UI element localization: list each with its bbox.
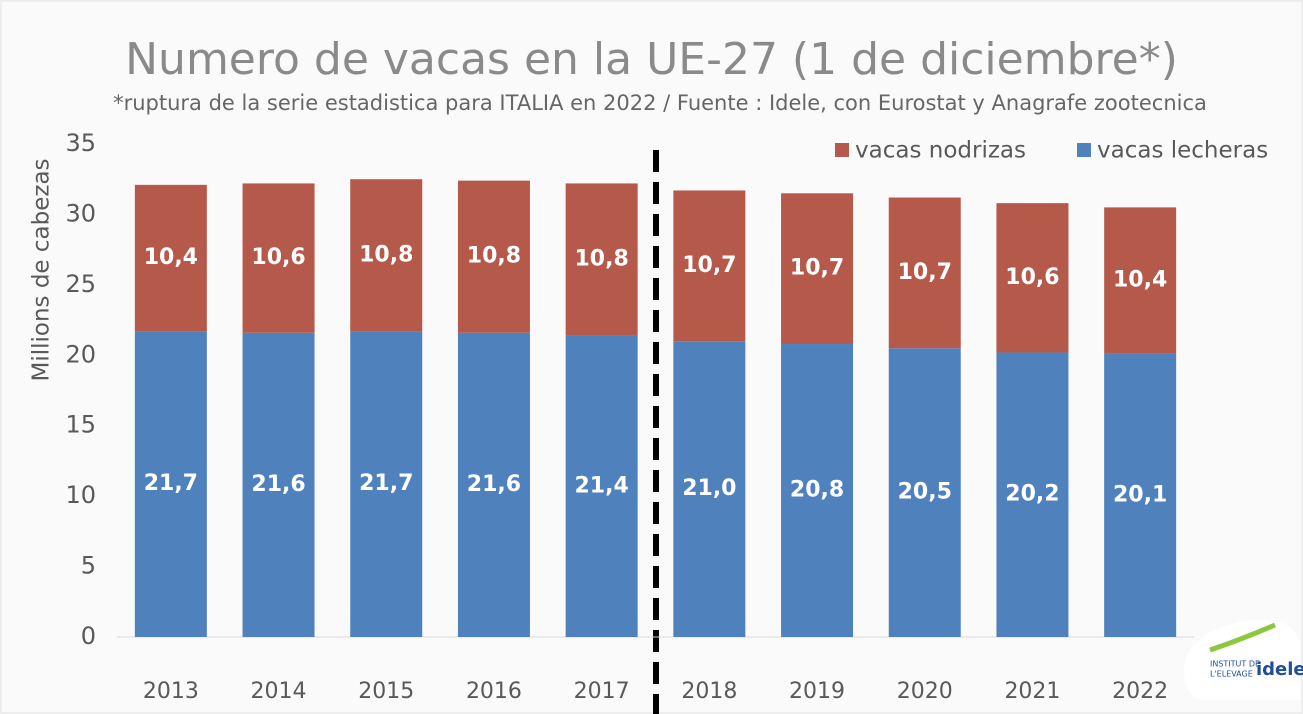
- value-label: 10,7: [898, 260, 952, 285]
- y-tick-label: 10: [65, 481, 96, 509]
- value-label: 10,6: [1005, 265, 1059, 290]
- value-label: 10,4: [1113, 268, 1167, 293]
- legend-label: vacas nodrizas: [855, 138, 1026, 164]
- y-tick-label: 20: [65, 340, 96, 368]
- y-tick-label: 15: [65, 411, 96, 439]
- bar-segment: [781, 344, 854, 637]
- value-label: 21,0: [682, 476, 736, 501]
- logo-brand: idele: [1256, 659, 1303, 680]
- bar-segment: [673, 341, 746, 637]
- y-tick-label: 5: [81, 552, 96, 580]
- chart-title: Numero de vacas en la UE-27 (1 de diciem…: [125, 34, 1178, 85]
- bar-segment: [1104, 353, 1177, 637]
- bar-segment: [350, 179, 423, 332]
- legend-swatch: [835, 143, 849, 157]
- y-tick-label: 0: [81, 622, 96, 650]
- value-label: 10,6: [251, 245, 305, 270]
- value-label: 21,7: [359, 471, 413, 496]
- x-tick-label: 2015: [358, 679, 414, 704]
- x-tick-label: 2013: [143, 679, 199, 704]
- bar-segment: [242, 332, 315, 637]
- logo: INSTITUT DE L'ELEVAGE idele: [1184, 619, 1303, 700]
- x-tick-label: 2021: [1004, 679, 1060, 704]
- x-tick-label: 2016: [466, 679, 522, 704]
- bar-segment: [1104, 207, 1177, 354]
- value-label: 21,6: [467, 472, 521, 497]
- chart-subtitle: *ruptura de la serie estadistica para IT…: [113, 91, 1207, 115]
- bar-segment: [565, 335, 638, 637]
- legend-label: vacas lecheras: [1097, 138, 1268, 164]
- value-label: 10,8: [359, 242, 413, 267]
- value-label: 20,1: [1113, 482, 1167, 507]
- value-label: 10,4: [144, 245, 198, 270]
- legend-swatch: [1077, 143, 1091, 157]
- bar-segment: [134, 331, 207, 637]
- bar-segment: [457, 332, 530, 637]
- value-label: 10,7: [790, 256, 844, 281]
- logo-text: L'ELEVAGE: [1210, 670, 1253, 679]
- bar-segment: [673, 190, 746, 342]
- x-tick-label: 2017: [574, 679, 630, 704]
- logo-text: INSTITUT DE: [1210, 660, 1260, 669]
- bar-segment: [996, 203, 1069, 353]
- x-tick-label: 2022: [1112, 679, 1168, 704]
- bar-segment: [565, 183, 638, 336]
- value-label: 20,2: [1005, 482, 1059, 507]
- bar-segment: [888, 197, 961, 349]
- y-tick-label: 35: [65, 129, 96, 157]
- bar-segment: [888, 348, 961, 637]
- x-tick-label: 2020: [897, 679, 953, 704]
- bar-segment: [781, 193, 854, 345]
- value-label: 21,6: [251, 472, 305, 497]
- logo-swoosh: [1209, 622, 1276, 653]
- bar-segment: [457, 180, 530, 333]
- value-label: 20,5: [898, 480, 952, 505]
- bar-segment: [350, 331, 423, 637]
- y-axis-title: Millions de cabezas: [29, 158, 55, 381]
- y-tick-label: 30: [65, 199, 96, 227]
- x-tick-label: 2014: [251, 679, 307, 704]
- bar-segment: [134, 184, 207, 332]
- value-label: 10,8: [467, 244, 521, 269]
- x-tick-label: 2018: [681, 679, 737, 704]
- value-label: 20,8: [790, 478, 844, 503]
- bar-segment: [242, 183, 315, 333]
- y-tick-label: 25: [65, 270, 96, 298]
- value-label: 21,7: [144, 471, 198, 496]
- logo-shape: [1184, 619, 1300, 700]
- x-tick-label: 2019: [789, 679, 845, 704]
- value-label: 10,7: [682, 253, 736, 278]
- value-label: 21,4: [575, 473, 629, 498]
- bar-segment: [996, 352, 1069, 637]
- value-label: 10,8: [575, 247, 629, 272]
